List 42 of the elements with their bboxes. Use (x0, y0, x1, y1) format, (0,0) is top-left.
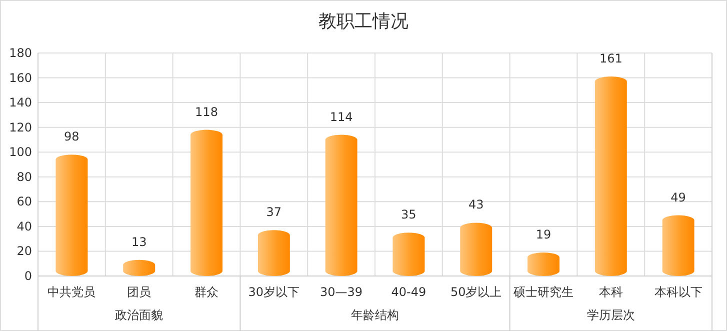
data-label: 118 (195, 104, 218, 119)
x-tick-label: 30岁以下 (248, 285, 300, 299)
bar (662, 215, 694, 276)
data-label: 13 (131, 234, 147, 249)
chart-title: 教职工情况 (318, 11, 408, 32)
data-label: 98 (64, 130, 80, 144)
y-tick-label: 80 (16, 170, 32, 184)
bar (325, 134, 358, 276)
y-tick-label: 0 (24, 269, 32, 283)
x-tick-label: 本科以下 (654, 285, 702, 299)
text: 学历层次 (586, 308, 635, 322)
data-label: 43 (468, 198, 484, 212)
bar (392, 232, 425, 276)
y-tick-label: 100 (9, 145, 32, 160)
bar (594, 76, 627, 276)
data-label: 35 (401, 208, 416, 222)
x-tick-label: 群众 (194, 285, 218, 299)
data-label: 19 (536, 227, 552, 242)
y-tick-label: 60 (16, 194, 32, 209)
data-label: 49 (670, 190, 686, 204)
y-tick-label: 120 (9, 120, 32, 134)
y-tick-label: 140 (9, 96, 32, 110)
x-tick-label: 30—39 (320, 285, 363, 299)
x-tick-label: 本科 (598, 285, 623, 299)
data-label: 161 (599, 52, 622, 66)
bar (258, 230, 290, 276)
x-tick-label: 50岁以上 (450, 285, 502, 299)
y-tick-label: 160 (9, 70, 32, 85)
data-label: 114 (330, 110, 353, 124)
bar (56, 154, 88, 276)
x-tick-label: 团员 (127, 285, 152, 299)
y-tick-label: 180 (9, 46, 32, 60)
x-tick-label: 中共党员 (48, 285, 96, 299)
y-tick-label: 20 (16, 244, 32, 258)
x-tick-label: 硕士研究生 (512, 285, 574, 299)
text: 政治面貌 (115, 308, 164, 322)
x-tick-label: 40-49 (391, 285, 426, 299)
bar (460, 222, 492, 276)
text: 年龄结构 (351, 308, 399, 322)
bar (190, 130, 222, 276)
y-tick-label: 40 (16, 219, 32, 234)
data-label: 37 (266, 205, 282, 220)
